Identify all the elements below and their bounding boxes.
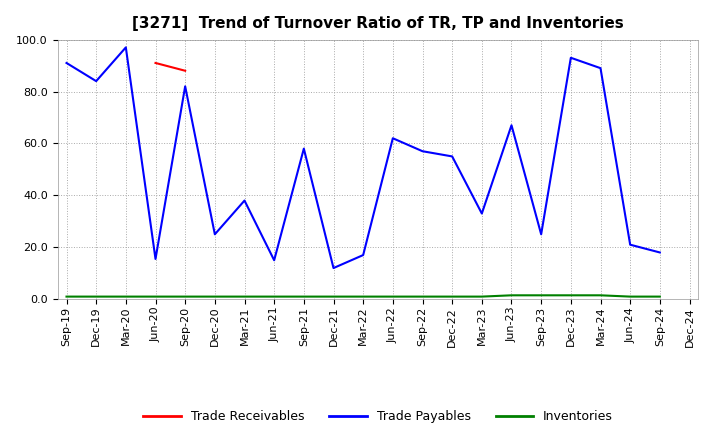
- Legend: Trade Receivables, Trade Payables, Inventories: Trade Receivables, Trade Payables, Inven…: [138, 405, 618, 428]
- Title: [3271]  Trend of Turnover Ratio of TR, TP and Inventories: [3271] Trend of Turnover Ratio of TR, TP…: [132, 16, 624, 32]
